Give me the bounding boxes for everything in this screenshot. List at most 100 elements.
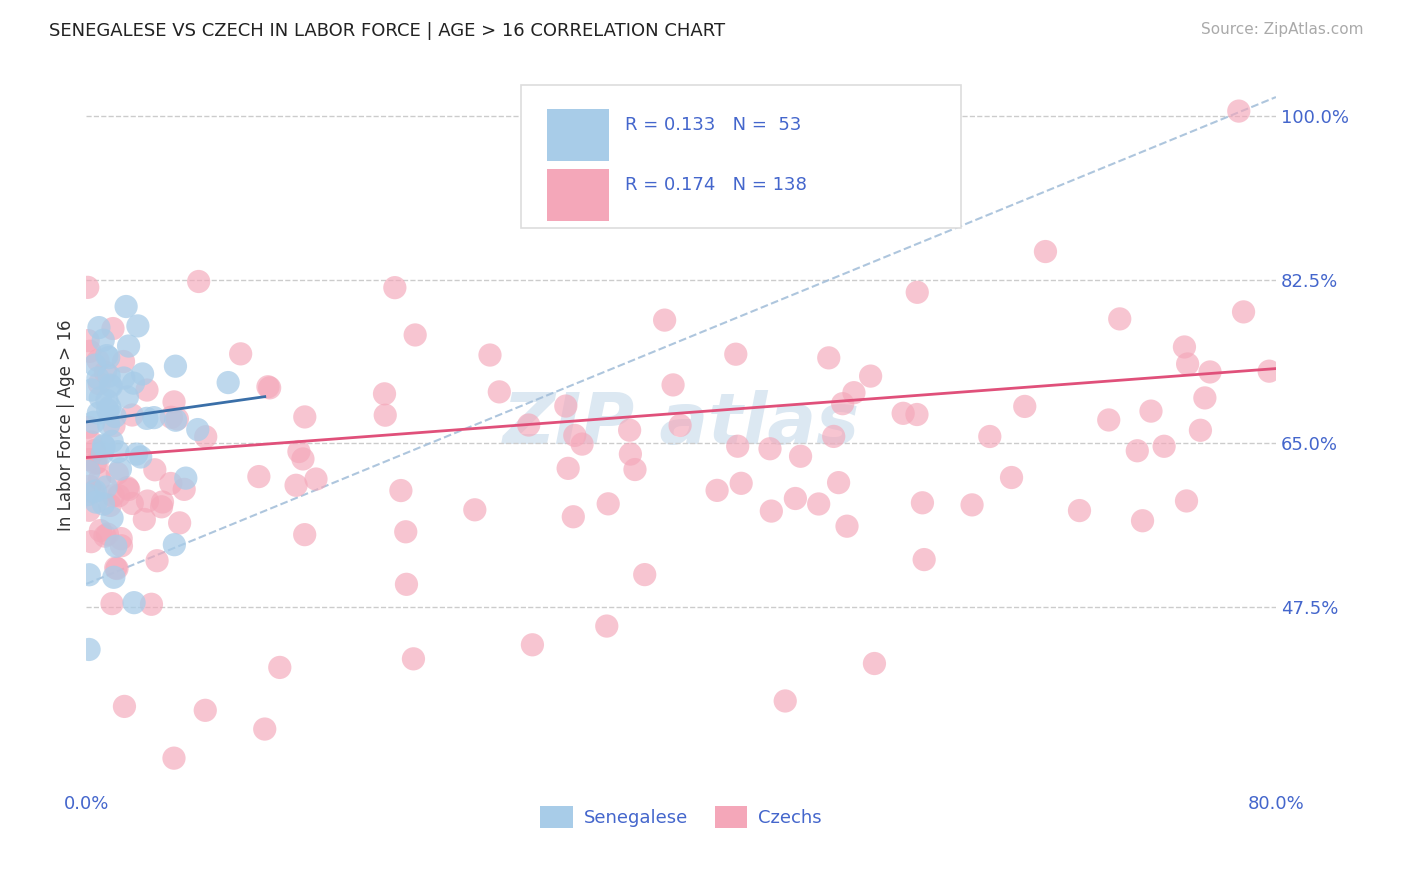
Point bbox=[79, 344, 101, 359]
Point bbox=[94, 365, 117, 379]
Point bbox=[114, 699, 136, 714]
Point bbox=[98, 368, 121, 383]
Point bbox=[960, 498, 983, 512]
Point bbox=[571, 437, 593, 451]
Point bbox=[169, 516, 191, 530]
Point bbox=[727, 439, 749, 453]
Point bbox=[724, 347, 747, 361]
Point bbox=[89, 524, 111, 538]
Text: SENEGALESE VS CZECH IN LABOR FORCE | AGE > 16 CORRELATION CHART: SENEGALESE VS CZECH IN LABOR FORCE | AGE… bbox=[49, 22, 725, 40]
Point bbox=[117, 339, 139, 353]
Point bbox=[129, 450, 152, 464]
Point bbox=[1199, 365, 1222, 379]
Point bbox=[131, 367, 153, 381]
Point bbox=[285, 478, 308, 492]
Point bbox=[479, 348, 502, 362]
Point bbox=[598, 497, 620, 511]
Point bbox=[789, 449, 811, 463]
Point bbox=[1177, 357, 1199, 371]
Point bbox=[823, 429, 845, 443]
Point bbox=[117, 481, 139, 495]
Point bbox=[87, 406, 110, 420]
Point bbox=[395, 524, 418, 539]
Point bbox=[76, 488, 98, 502]
Point bbox=[194, 430, 217, 444]
Point bbox=[150, 500, 173, 514]
Point bbox=[165, 413, 187, 427]
Point bbox=[1132, 514, 1154, 528]
Point bbox=[87, 353, 110, 368]
Point bbox=[97, 403, 120, 417]
Point bbox=[402, 652, 425, 666]
Point bbox=[101, 321, 124, 335]
Point bbox=[98, 400, 121, 414]
Point bbox=[827, 475, 849, 490]
Point bbox=[905, 285, 928, 300]
Point bbox=[730, 476, 752, 491]
Point bbox=[269, 660, 291, 674]
Point bbox=[557, 461, 579, 475]
Point bbox=[517, 417, 540, 432]
Point bbox=[619, 447, 641, 461]
Point bbox=[1108, 312, 1130, 326]
Point bbox=[104, 539, 127, 553]
Point bbox=[122, 596, 145, 610]
Point bbox=[554, 399, 576, 413]
Point bbox=[79, 479, 101, 493]
Point bbox=[103, 570, 125, 584]
Text: Source: ZipAtlas.com: Source: ZipAtlas.com bbox=[1201, 22, 1364, 37]
Point bbox=[1194, 391, 1216, 405]
Point bbox=[136, 383, 159, 397]
Point bbox=[152, 495, 174, 509]
Point bbox=[93, 497, 115, 511]
Point bbox=[134, 512, 156, 526]
Point bbox=[87, 320, 110, 334]
Point bbox=[522, 638, 544, 652]
Point bbox=[395, 577, 418, 591]
Point bbox=[80, 534, 103, 549]
Point bbox=[94, 480, 117, 494]
Point bbox=[160, 410, 183, 425]
Point bbox=[98, 499, 121, 513]
Point bbox=[842, 385, 865, 400]
Point bbox=[76, 280, 98, 294]
Point bbox=[105, 467, 128, 481]
Point bbox=[1000, 470, 1022, 484]
Point bbox=[84, 484, 107, 499]
Point bbox=[305, 472, 328, 486]
Point bbox=[217, 376, 239, 390]
Point bbox=[104, 409, 127, 424]
Point bbox=[86, 456, 108, 470]
Point bbox=[135, 411, 157, 425]
Point bbox=[187, 423, 209, 437]
Point bbox=[83, 415, 105, 429]
Point bbox=[118, 483, 141, 497]
Point bbox=[91, 446, 114, 460]
Point bbox=[807, 497, 830, 511]
Point bbox=[596, 619, 619, 633]
Point bbox=[259, 381, 281, 395]
Point bbox=[110, 539, 132, 553]
Y-axis label: In Labor Force | Age > 16: In Labor Force | Age > 16 bbox=[58, 319, 75, 531]
Point bbox=[404, 328, 426, 343]
Point bbox=[374, 408, 396, 422]
Point bbox=[93, 439, 115, 453]
Point bbox=[911, 496, 934, 510]
Point bbox=[187, 275, 209, 289]
Point bbox=[174, 471, 197, 485]
Point bbox=[107, 489, 129, 503]
Point bbox=[817, 351, 839, 365]
Point bbox=[669, 418, 692, 433]
Point bbox=[93, 438, 115, 452]
Point bbox=[662, 378, 685, 392]
Point bbox=[89, 376, 111, 391]
Point bbox=[773, 694, 796, 708]
Point bbox=[80, 435, 103, 450]
Point bbox=[831, 397, 853, 411]
Point bbox=[103, 489, 125, 503]
Point bbox=[1153, 439, 1175, 453]
Point bbox=[122, 376, 145, 391]
Point bbox=[654, 313, 676, 327]
Point bbox=[891, 406, 914, 420]
Point bbox=[194, 703, 217, 717]
